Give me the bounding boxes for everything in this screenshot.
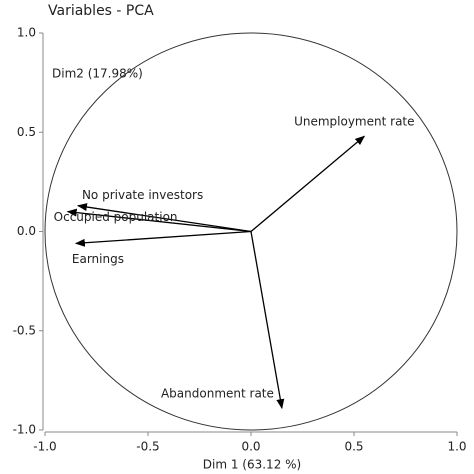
y-tick-label: 0.5 <box>17 125 36 139</box>
arrow <box>74 230 252 247</box>
arrow <box>250 231 285 410</box>
chart-title: Variables - PCA <box>48 3 154 19</box>
arrow-label: Earnings <box>72 252 124 266</box>
arrow <box>250 135 366 232</box>
x-tick-label: 0.0 <box>241 440 260 454</box>
arrow-label: No private investors <box>82 188 203 202</box>
x-tick-label: -1.0 <box>33 440 56 454</box>
x-axis-label: Dim 1 (63.12 %) <box>203 458 301 472</box>
y-tick-label: 1.0 <box>17 26 36 40</box>
arrow <box>76 203 252 233</box>
y-tick-label: -0.5 <box>13 323 36 337</box>
x-tick-label: 0.5 <box>344 440 363 454</box>
arrow-label: Unemployment rate <box>294 115 414 129</box>
x-tick-label: -0.5 <box>136 440 159 454</box>
arrow-label: Abandonment rate <box>161 387 274 401</box>
x-tick-label: 1.0 <box>447 440 466 454</box>
arrow <box>66 208 252 233</box>
arrow-label: Occupied population <box>54 210 178 224</box>
y-tick-label: 0.0 <box>17 224 36 238</box>
y-tick-label: -1.0 <box>13 423 36 437</box>
correlation-circle <box>44 32 458 431</box>
y-axis-label: Dim2 (17.98%) <box>52 67 143 81</box>
